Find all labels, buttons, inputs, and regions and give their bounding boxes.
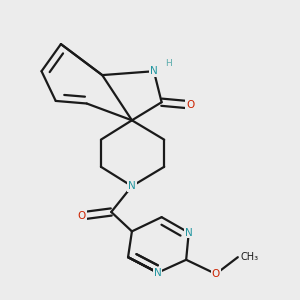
Text: O: O [212, 269, 220, 279]
Text: O: O [77, 211, 86, 221]
Text: O: O [186, 100, 194, 110]
Text: N: N [150, 66, 158, 76]
Text: CH₃: CH₃ [240, 252, 259, 262]
Text: N: N [154, 268, 162, 278]
Text: H: H [165, 59, 172, 68]
Text: N: N [185, 228, 193, 238]
Text: N: N [128, 181, 136, 191]
